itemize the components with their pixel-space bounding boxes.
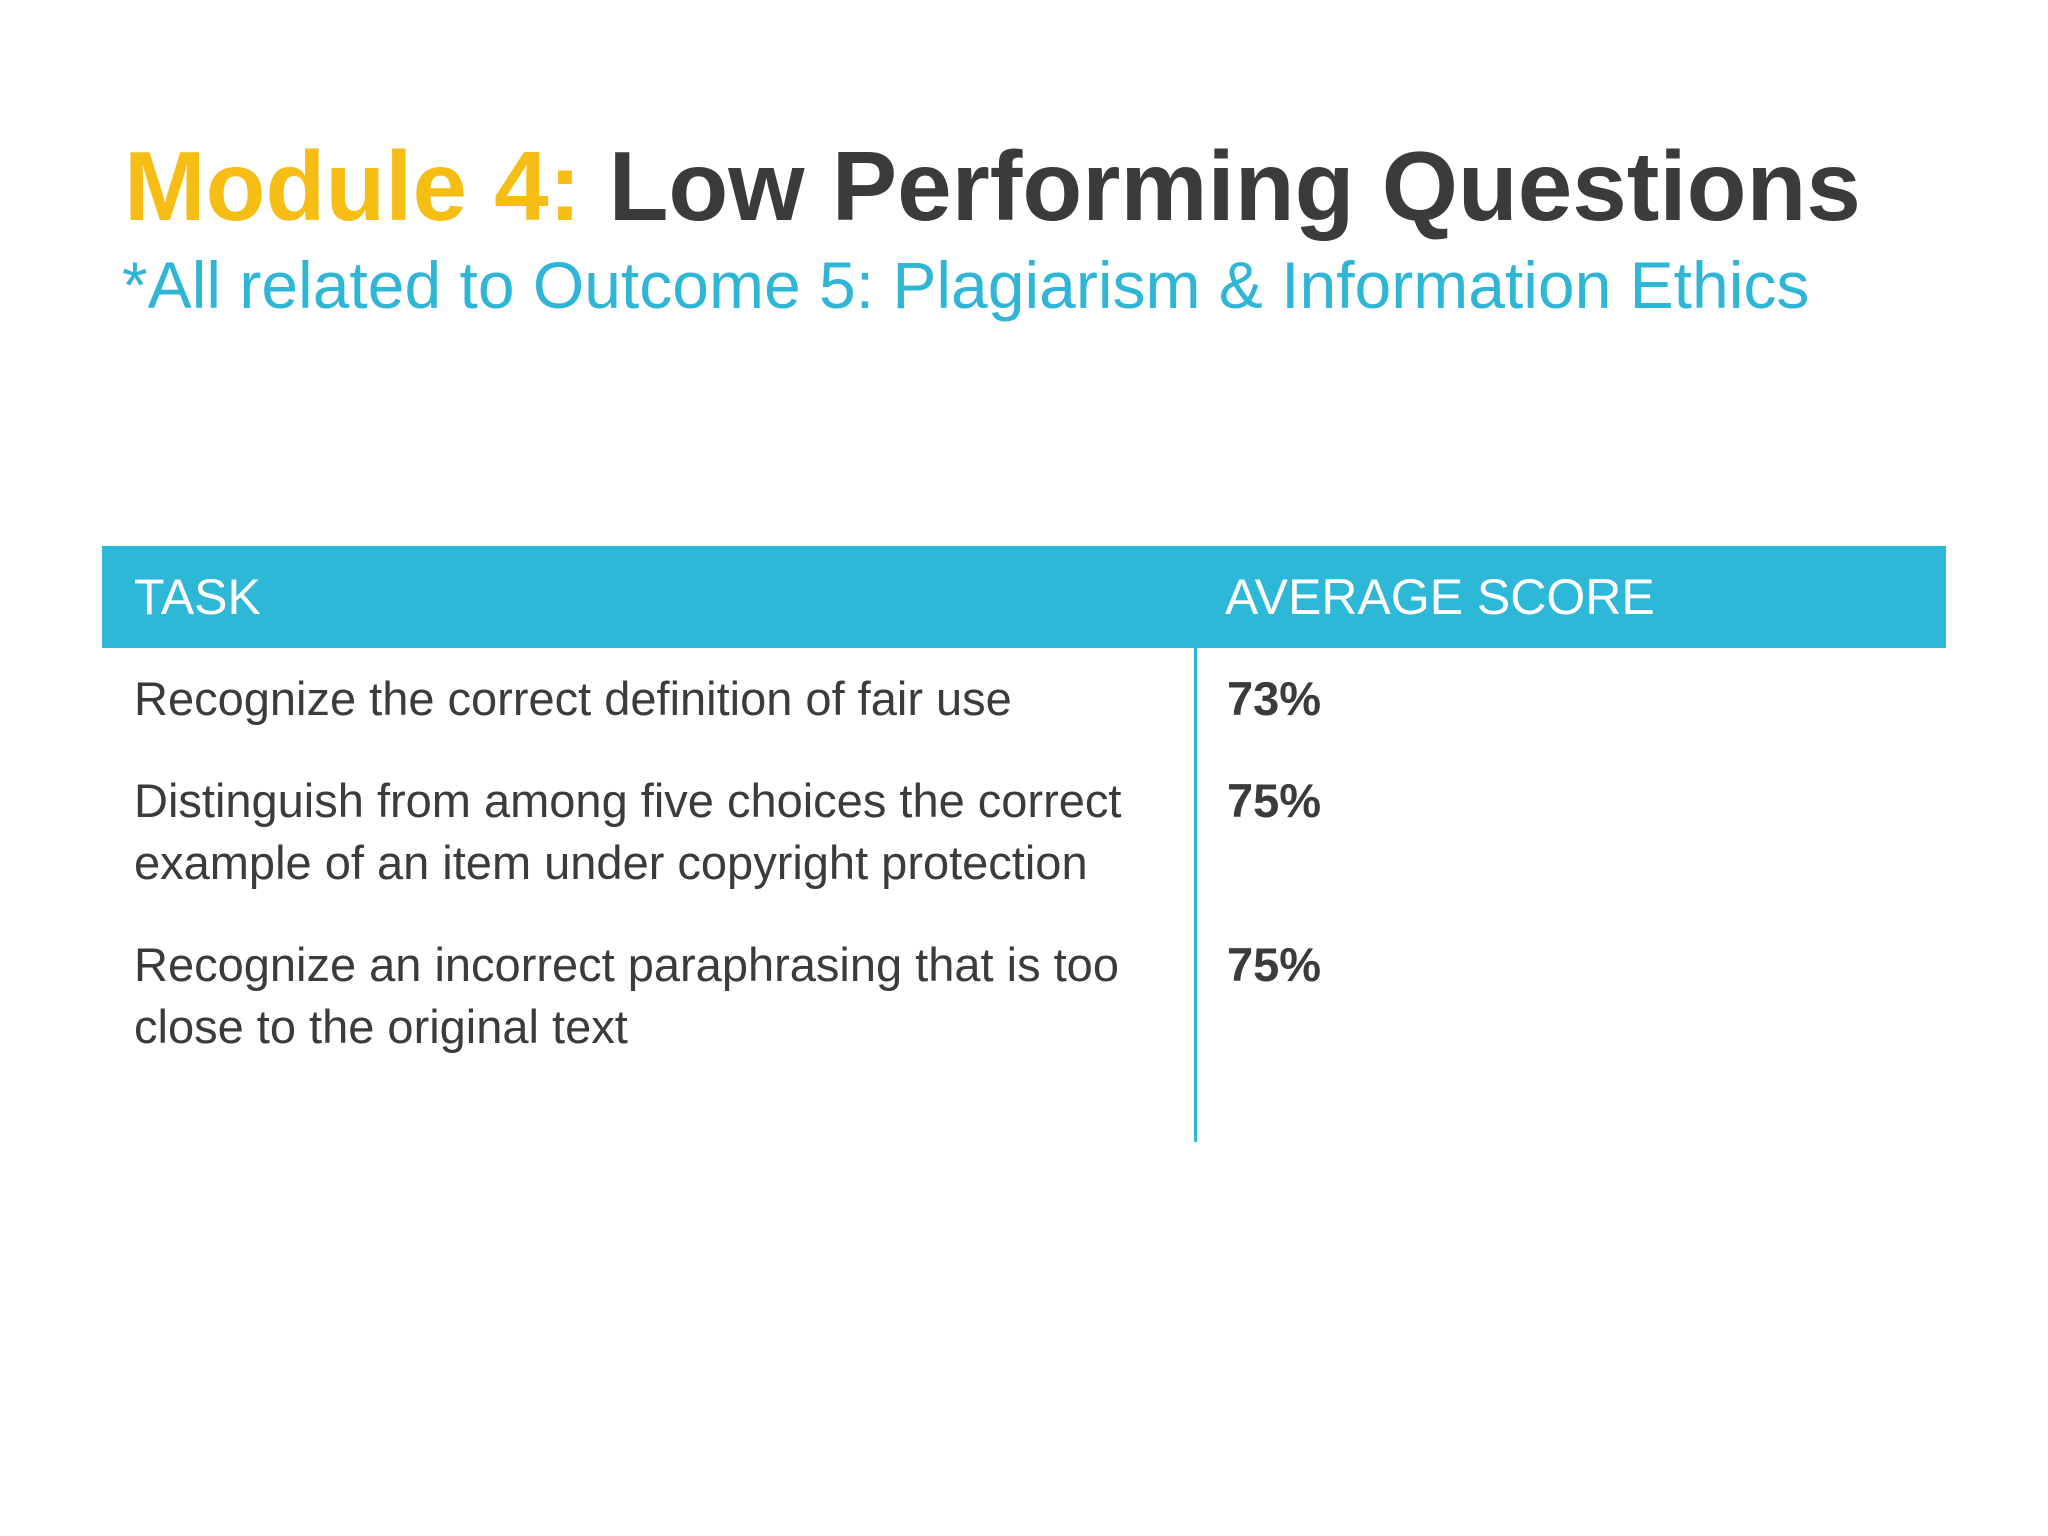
title-text: Low Performing Questions	[608, 131, 1861, 241]
header-task: TASK	[134, 569, 261, 625]
scores-table: TASK AVERAGE SCORE Recognize the correct…	[102, 546, 1946, 1142]
task-cell: Recognize the correct definition of fair…	[134, 672, 1012, 725]
task-cell: Recognize an incorrect paraphrasing that…	[134, 938, 1119, 1053]
table-header: TASK AVERAGE SCORE	[102, 546, 1946, 648]
title-module-label: Module 4:	[124, 131, 582, 241]
score-cell: 73%	[1227, 672, 1322, 725]
slide-subtitle: *All related to Outcome 5: Plagiarism & …	[122, 248, 1810, 322]
task-cell: Distinguish from among five choices the …	[134, 774, 1122, 889]
header-average-score: AVERAGE SCORE	[1225, 569, 1655, 625]
table-row: Distinguish from among five choices the …	[102, 730, 1946, 894]
column-divider	[1194, 648, 1197, 1142]
table-body: Recognize the correct definition of fair…	[102, 648, 1946, 1142]
score-cell: 75%	[1227, 938, 1322, 991]
slide-title: Module 4: Low Performing Questions	[124, 130, 1861, 243]
score-cell: 75%	[1227, 774, 1322, 827]
table-row: Recognize an incorrect paraphrasing that…	[102, 894, 1946, 1058]
table-row: Recognize the correct definition of fair…	[102, 648, 1946, 730]
